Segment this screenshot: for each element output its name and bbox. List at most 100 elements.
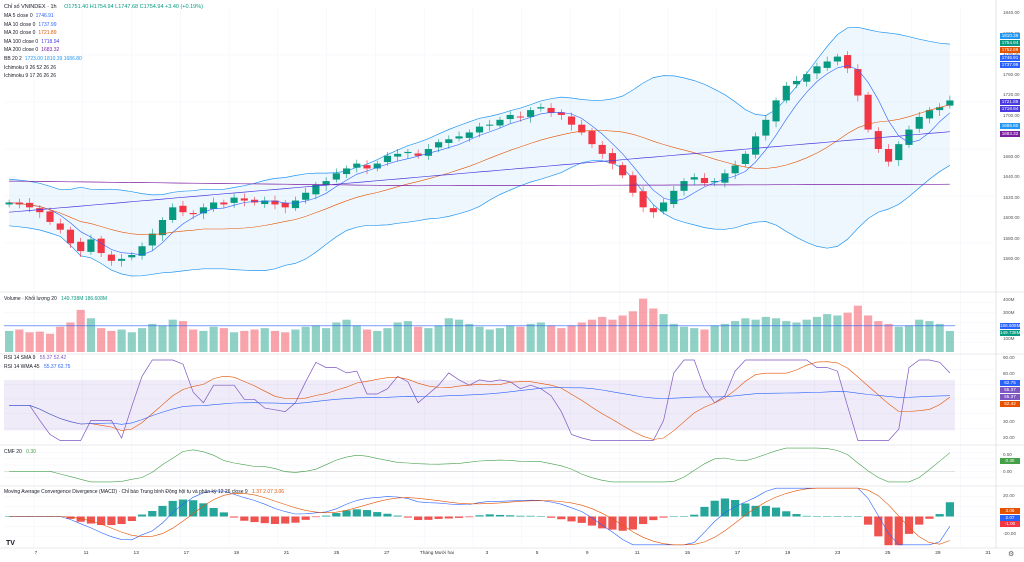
macd-histogram-bar [209, 507, 218, 517]
indicator-legend-row[interactable]: Ichimoku 9 26 52 26 26 [4, 64, 82, 73]
volume-bar [649, 308, 658, 352]
volume-bar [373, 330, 382, 352]
indicator-label: BB 20 2 [4, 55, 22, 62]
macd-histogram-bar [792, 514, 801, 517]
candle-body [240, 198, 248, 201]
macd-badge: 3.06 [1000, 508, 1020, 514]
volume-bar [853, 305, 862, 352]
indicator-legend-row[interactable]: MA 200 close 0 1683.32 [4, 46, 82, 55]
candle-body [56, 223, 64, 230]
candle-body [588, 130, 596, 145]
volume-bar [403, 321, 413, 352]
price-badge: 1754.94 [1000, 40, 1020, 47]
macd-histogram-bar [639, 516, 648, 525]
candle-body [302, 192, 310, 200]
volume-bar [608, 319, 617, 352]
macd-histogram-bar [761, 505, 770, 517]
candle-body [199, 207, 207, 214]
price-axis-label: 1840.00 [1003, 10, 1020, 15]
volume-bar [639, 298, 648, 352]
volume-bar [546, 325, 556, 352]
rsi-label-2[interactable]: RSI 14 WMA 45 [4, 364, 40, 370]
indicator-legend-row[interactable]: MA 5 close 0 1746.91 [4, 12, 82, 21]
indicator-legend-row[interactable]: MA 20 close 0 1721.89 [4, 29, 82, 38]
volume-bar [137, 328, 147, 352]
ma5-line [9, 65, 951, 256]
macd-histogram-bar [311, 516, 320, 518]
macd-histogram-bar [465, 516, 474, 518]
volume-bar [659, 314, 668, 352]
volume-bar [270, 330, 280, 352]
pane-separators [0, 0, 1024, 549]
candle-body [107, 254, 115, 261]
indicator-value: 1721.89 [38, 30, 57, 37]
tradingview-logo-icon[interactable]: TV [6, 540, 15, 547]
candle-body [424, 149, 432, 156]
indicator-value: 1737.99 [38, 21, 57, 28]
volume-bar [823, 314, 832, 352]
candle-body [210, 202, 218, 209]
symbol-header[interactable]: Chỉ số VNINDEX · 1h O1751.40 H1754.94 L1… [4, 4, 203, 10]
rsi-badge: 62.75 [1000, 380, 1020, 386]
time-axis-label: 19 [233, 551, 240, 556]
volume-label[interactable]: Volume · Khối lượng 20 [4, 296, 57, 302]
macd-label[interactable]: Moving Average Convergence Divergence (M… [4, 489, 248, 495]
time-axis-label: 11 [83, 551, 89, 556]
candle-body [936, 107, 944, 111]
candle-body [608, 153, 617, 164]
indicator-label: MA 100 close 0 [4, 38, 39, 45]
indicator-legend-row[interactable]: MA 10 close 0 1737.99 [4, 21, 82, 30]
indicator-label: MA 5 close 0 [4, 13, 33, 19]
gear-icon[interactable]: ⚙ [1008, 551, 1015, 558]
time-axis-label: 17 [183, 551, 189, 556]
candle-body [66, 229, 75, 244]
macd-badge: -1.00 [1000, 521, 1020, 527]
volume-bar [424, 328, 433, 352]
macd-histogram-bar [833, 516, 842, 517]
candle-body [792, 80, 801, 85]
price-axis-label: 1660.00 [1003, 153, 1020, 159]
symbol-title[interactable]: Chỉ số VNINDEX · 1h [4, 4, 57, 10]
price-badge: 1752.89 [1000, 47, 1020, 54]
volume-bar [127, 332, 136, 352]
candlestick-series [5, 51, 954, 267]
indicator-legend-row[interactable]: MA 100 close 0 1718.94 [4, 38, 82, 47]
time-axis-label: 17 [734, 551, 741, 556]
bollinger-upper [9, 26, 950, 196]
candle-body [36, 208, 44, 213]
rsi-axis-label: 90.00 [1003, 355, 1015, 360]
candle-body [762, 119, 770, 136]
rsi-label-1[interactable]: RSI 14 SMA 9 [4, 355, 36, 361]
candle-body [813, 66, 821, 74]
candle-body [87, 239, 95, 252]
macd-histogram-bar [168, 500, 177, 517]
macd-histogram-bar [117, 516, 126, 524]
candle-body [363, 165, 371, 169]
macd-histogram-bar [454, 516, 464, 518]
price-axis-label: 1720.00 [1003, 92, 1020, 97]
ohlc-values: O1751.40 H1754.94 L1747.68 C1754.94 +3.4… [64, 4, 203, 10]
price-axis-label: 1620.00 [1003, 194, 1020, 200]
time-axis-label: 23 [835, 551, 841, 556]
time-axis-label: 9 [585, 551, 589, 556]
macd-histogram-bar [618, 516, 627, 531]
macd-histogram-bar [127, 516, 136, 522]
volume-bar [475, 326, 484, 352]
candle-body [516, 116, 524, 118]
macd-badge: 2.07 [1000, 514, 1020, 521]
volume-bar [332, 322, 341, 352]
candle-body [659, 202, 668, 212]
volume-bar [35, 331, 44, 352]
indicator-legend-row[interactable]: Ichimoku 9 17 26 26 26 [4, 72, 82, 81]
volume-bar [618, 315, 627, 352]
volume-axis-label: 100M [1003, 336, 1015, 341]
macd-histogram-bar [495, 514, 505, 517]
volume-bar [209, 326, 218, 352]
macd-histogram-bar [812, 516, 822, 517]
macd-histogram-bar [250, 516, 259, 523]
cmf-label[interactable]: CMF 20 [4, 449, 22, 455]
candle-body [925, 110, 934, 119]
macd-histogram-bar [741, 503, 750, 517]
indicator-legend-row[interactable]: BB 20 2 1723.00 1810.39 1686.80 [4, 55, 82, 64]
